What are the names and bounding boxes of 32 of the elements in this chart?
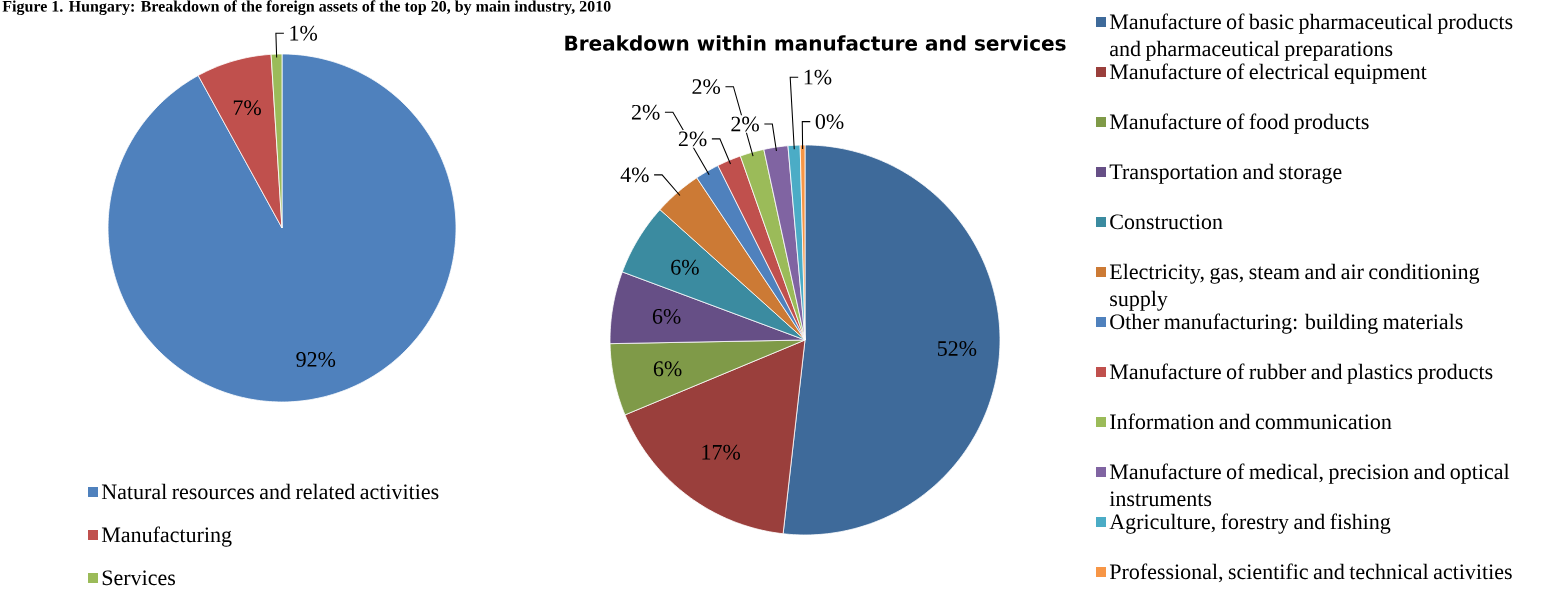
data-label: 4%: [620, 167, 649, 183]
data-label: 1%: [804, 69, 832, 85]
text: Breakdown within manufacture and services: [565, 35, 1066, 51]
legend-label: Electricity, gas, steam and air conditioning supply: [1109, 263, 1480, 311]
legend-label: Professional, scientific and technical activities: [1109, 563, 1512, 583]
legend-label: Manufacture of medical, precision and optical instruments: [1109, 463, 1510, 507]
data-label: 7%: [233, 100, 261, 116]
data-label: 2%: [631, 104, 660, 120]
legend-label: Services: [102, 570, 176, 586]
legend-label: Information and communication: [1110, 413, 1392, 430]
legend-label: Transportation and storage: [1109, 163, 1342, 184]
data-label: 0%: [815, 114, 844, 130]
legend-label: Manufacturing: [101, 526, 232, 547]
legend-label: Manufacture of rubber and plastics products: [1109, 363, 1493, 384]
data-label: 52%: [937, 341, 977, 357]
data-label: 2%: [678, 131, 707, 147]
data-label: 2%: [692, 79, 721, 95]
data-label: 6%: [653, 361, 682, 377]
legend-label: Other manufacturing: building materials: [1110, 313, 1463, 334]
data-label: 92%: [296, 351, 336, 367]
legend-label: Manufacture of electrical equipment: [1109, 63, 1427, 84]
data-label: 1%: [290, 25, 318, 41]
data-label: 6%: [671, 259, 699, 275]
data-label: 17%: [702, 444, 741, 460]
legend-label: Manufacture of basic pharmaceutical products and pharmaceutical preparations: [1109, 13, 1513, 61]
data-label: 6%: [652, 308, 681, 324]
data-label: 2%: [731, 116, 759, 132]
chart-title: Figure 1. Hungary: Breakdown of the foreign assets of the top 20, by main industry, 2010: [2, 0, 611, 16]
legend-label: Construction: [1110, 214, 1223, 230]
legend-label: Manufacture of food products: [1109, 113, 1369, 134]
legend-label: Agriculture, forestry and fishing: [1109, 513, 1391, 534]
legend-label: Natural resources and related activities: [101, 483, 439, 500]
